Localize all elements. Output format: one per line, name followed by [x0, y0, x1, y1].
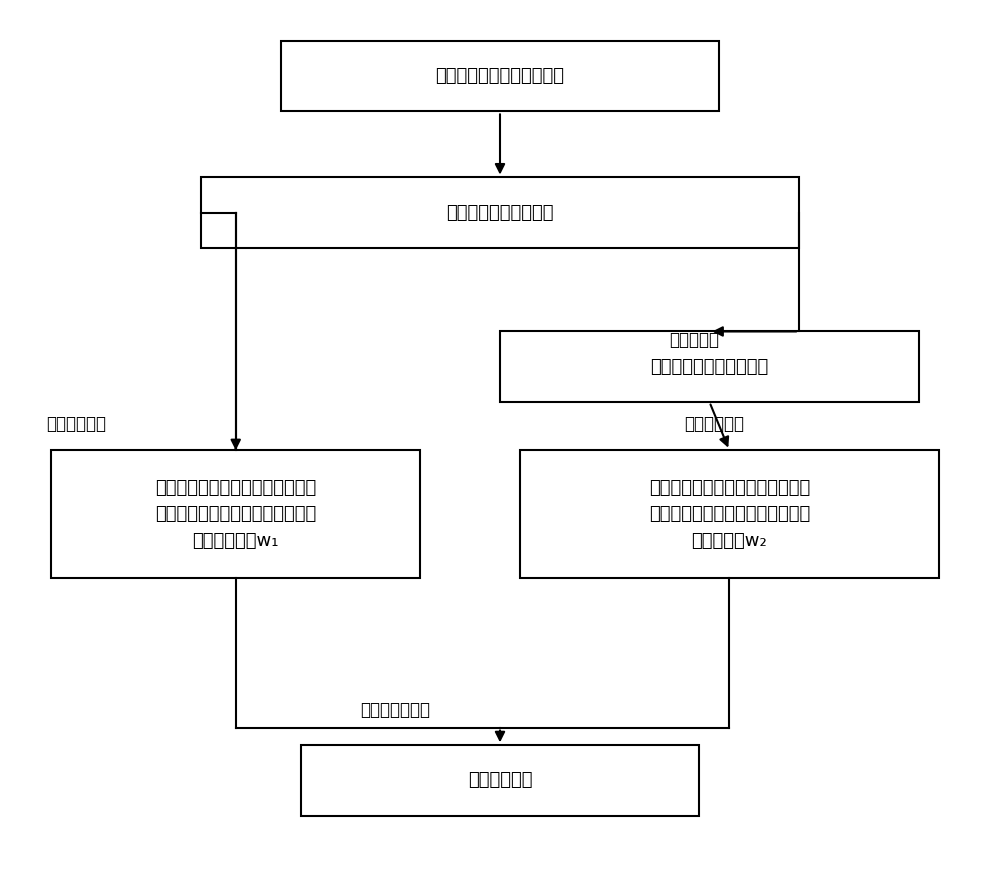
Text: 设置客观阈值: 设置客观阈值	[684, 415, 744, 433]
Text: 基于聚类分析法对数据分类，再使
用考虑内聚性的最大类间方差法确
定客观阈值w₂: 基于聚类分析法对数据分类，再使 用考虑内聚性的最大类间方差法确 定客观阈值w₂	[649, 479, 810, 549]
FancyBboxPatch shape	[500, 331, 919, 402]
Text: 数据预处理: 数据预处理	[669, 331, 719, 350]
FancyBboxPatch shape	[520, 450, 939, 578]
FancyBboxPatch shape	[281, 41, 719, 111]
Text: 建立电能质量预警指标体系: 建立电能质量预警指标体系	[436, 67, 564, 85]
Text: 设置主观阈值: 设置主观阈值	[46, 415, 106, 433]
Text: 电能质量指标数据采集: 电能质量指标数据采集	[446, 204, 554, 222]
FancyBboxPatch shape	[301, 745, 699, 816]
Text: 处理后得到一组新的数据: 处理后得到一组新的数据	[650, 358, 769, 375]
FancyBboxPatch shape	[51, 450, 420, 578]
Text: 根据异常数据判定阈值的经验区间
，使用专家打分法设置异常数据判
定的主观阈值w₁: 根据异常数据判定阈值的经验区间 ，使用专家打分法设置异常数据判 定的主观阈值w₁	[155, 479, 316, 549]
Text: 最终阈值确定: 最终阈值确定	[468, 772, 532, 789]
FancyBboxPatch shape	[201, 177, 799, 248]
Text: 线性组合赋权法: 线性组合赋权法	[360, 701, 430, 719]
